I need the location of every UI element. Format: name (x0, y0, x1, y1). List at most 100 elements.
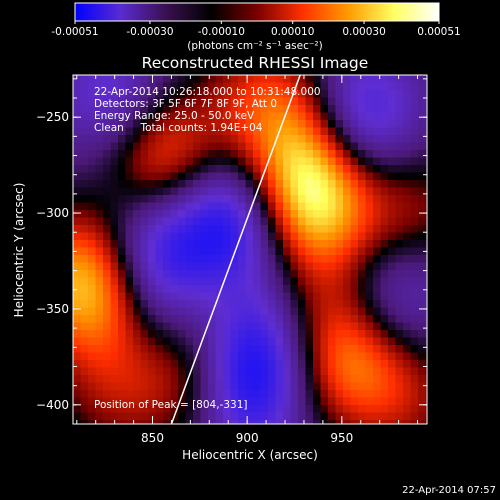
heatmap-cell (373, 352, 382, 361)
heatmap-cell (185, 307, 194, 316)
heatmap-cell (155, 397, 164, 406)
heatmap-cell (223, 105, 232, 114)
heatmap-cell (350, 97, 359, 106)
heatmap-cell (230, 292, 239, 301)
heatmap-cell (260, 292, 269, 301)
heatmap-cell (350, 255, 359, 264)
heatmap-cell (73, 75, 82, 84)
heatmap-cell (328, 322, 337, 331)
heatmap-cell (358, 105, 367, 114)
heatmap-cell (268, 75, 277, 84)
heatmap-cell (275, 142, 284, 151)
heatmap-cell (365, 202, 374, 211)
heatmap-cell (343, 262, 352, 271)
heatmap-cell (208, 390, 217, 399)
heatmap-cell (275, 135, 284, 144)
heatmap-cell (380, 375, 389, 384)
heatmap-cell (395, 165, 404, 174)
heatmap-cell (328, 142, 337, 151)
heatmap-cell (253, 217, 262, 226)
heatmap-cell (275, 345, 284, 354)
heatmap-cell (178, 90, 187, 99)
heatmap-cell (110, 82, 119, 91)
heatmap-cell (148, 367, 157, 376)
heatmap-cell (425, 82, 427, 91)
heatmap-cell (290, 90, 299, 99)
heatmap-cell (178, 285, 187, 294)
heatmap-cell (395, 105, 404, 114)
heatmap-cell (140, 157, 149, 166)
heatmap-cell (178, 187, 187, 196)
heatmap-cell (260, 397, 269, 406)
heatmap-cell (350, 195, 359, 204)
heatmap-cell (358, 90, 367, 99)
heatmap-cell (110, 240, 119, 249)
heatmap-cell (125, 195, 134, 204)
heatmap-cell (140, 165, 149, 174)
heatmap-cell (95, 420, 104, 424)
heatmap-cell (215, 382, 224, 391)
heatmap-cell (283, 367, 292, 376)
heatmap-cell (290, 330, 299, 339)
heatmap-cell (290, 270, 299, 279)
heatmap-cell (223, 300, 232, 309)
heatmap-cell (350, 285, 359, 294)
heatmap-cell (298, 315, 307, 324)
heatmap-cell (88, 345, 97, 354)
heatmap-cell (200, 337, 209, 346)
heatmap-cell (200, 382, 209, 391)
heatmap-cell (335, 112, 344, 121)
heatmap-cell (88, 330, 97, 339)
heatmap-cell (358, 285, 367, 294)
heatmap-cell (103, 180, 112, 189)
heatmap-cell (425, 202, 427, 211)
heatmap-cell (238, 165, 247, 174)
heatmap-cell (163, 315, 172, 324)
heatmap-cell (380, 172, 389, 181)
heatmap-cell (328, 240, 337, 249)
heatmap-cell (403, 232, 412, 241)
heatmap-cell (193, 82, 202, 91)
heatmap-cell (118, 375, 127, 384)
heatmap-cell (373, 420, 382, 424)
heatmap-cell (215, 315, 224, 324)
heatmap-cell (425, 330, 427, 339)
heatmap-cell (178, 217, 187, 226)
heatmap-cell (253, 397, 262, 406)
heatmap-cell (320, 232, 329, 241)
heatmap-cell (88, 202, 97, 211)
heatmap-cell (140, 292, 149, 301)
heatmap-cell (155, 135, 164, 144)
heatmap-cell (403, 270, 412, 279)
heatmap-cell (185, 270, 194, 279)
heatmap-cell (80, 232, 89, 241)
heatmap-cell (425, 105, 427, 114)
heatmap-cell (373, 172, 382, 181)
heatmap-cell (230, 210, 239, 219)
heatmap-cell (283, 150, 292, 159)
heatmap-cell (95, 217, 104, 226)
heatmap-cell (193, 292, 202, 301)
heatmap-cell (425, 285, 427, 294)
heatmap-cell (208, 135, 217, 144)
heatmap-cell (335, 307, 344, 316)
heatmap-cell (298, 172, 307, 181)
heatmap-cell (133, 90, 142, 99)
heatmap-cell (320, 165, 329, 174)
heatmap-cell (358, 262, 367, 271)
heatmap-cell (178, 75, 187, 84)
heatmap-cell (80, 292, 89, 301)
heatmap-cell (418, 127, 427, 136)
heatmap-cell (283, 172, 292, 181)
heatmap-cell (365, 247, 374, 256)
heatmap-cell (73, 150, 82, 159)
heatmap-cell (140, 420, 149, 424)
heatmap-cell (200, 217, 209, 226)
heatmap-cell (215, 277, 224, 286)
heatmap-cell (238, 345, 247, 354)
heatmap-cell (88, 307, 97, 316)
heatmap-cell (88, 127, 97, 136)
heatmap-cell (298, 120, 307, 129)
heatmap-cell (133, 202, 142, 211)
heatmap-cell (268, 412, 277, 421)
